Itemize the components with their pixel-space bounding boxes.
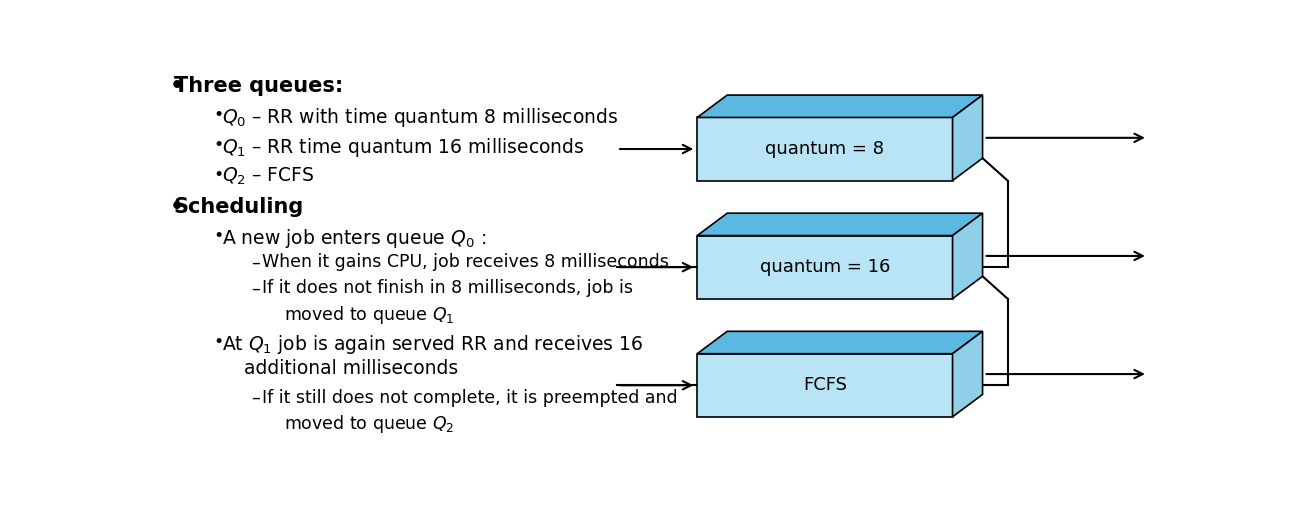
Polygon shape xyxy=(698,117,952,180)
Text: If it still does not complete, it is preempted and: If it still does not complete, it is pre… xyxy=(261,388,677,406)
Text: $Q_2$ – FCFS: $Q_2$ – FCFS xyxy=(222,166,314,187)
Text: At $Q_1$ job is again served RR and receives 16: At $Q_1$ job is again served RR and rece… xyxy=(222,333,643,356)
Polygon shape xyxy=(952,213,983,299)
Text: –: – xyxy=(252,388,261,406)
Text: •: • xyxy=(213,106,224,124)
Polygon shape xyxy=(952,331,983,417)
Text: $Q_1$ – RR time quantum 16 milliseconds: $Q_1$ – RR time quantum 16 milliseconds xyxy=(222,136,584,159)
Text: additional milliseconds: additional milliseconds xyxy=(244,359,457,378)
Polygon shape xyxy=(698,213,983,235)
Text: moved to queue $Q_1$: moved to queue $Q_1$ xyxy=(284,304,453,326)
Polygon shape xyxy=(698,235,952,299)
Text: •: • xyxy=(169,76,183,96)
Polygon shape xyxy=(698,331,983,354)
Text: FCFS: FCFS xyxy=(802,376,846,394)
Text: •: • xyxy=(213,227,224,245)
Text: moved to queue $Q_2$: moved to queue $Q_2$ xyxy=(284,413,453,435)
Text: Three queues:: Three queues: xyxy=(173,76,342,96)
Text: A new job enters queue $Q_0$ :: A new job enters queue $Q_0$ : xyxy=(222,227,486,250)
Text: If it does not finish in 8 milliseconds, job is: If it does not finish in 8 milliseconds,… xyxy=(261,279,633,297)
Text: $Q_0$ – RR with time quantum 8 milliseconds: $Q_0$ – RR with time quantum 8 milliseco… xyxy=(222,106,618,129)
Text: •: • xyxy=(213,333,224,351)
Text: •: • xyxy=(213,136,224,154)
Text: quantum = 8: quantum = 8 xyxy=(765,140,884,158)
Polygon shape xyxy=(698,354,952,417)
Text: When it gains CPU, job receives 8 milliseconds: When it gains CPU, job receives 8 millis… xyxy=(261,253,668,271)
Text: –: – xyxy=(252,253,261,271)
Polygon shape xyxy=(698,95,983,117)
Text: –: – xyxy=(252,279,261,297)
Text: •: • xyxy=(213,166,224,184)
Text: quantum = 16: quantum = 16 xyxy=(760,258,890,276)
Text: Scheduling: Scheduling xyxy=(173,197,304,217)
Polygon shape xyxy=(952,95,983,180)
Text: •: • xyxy=(169,197,183,217)
